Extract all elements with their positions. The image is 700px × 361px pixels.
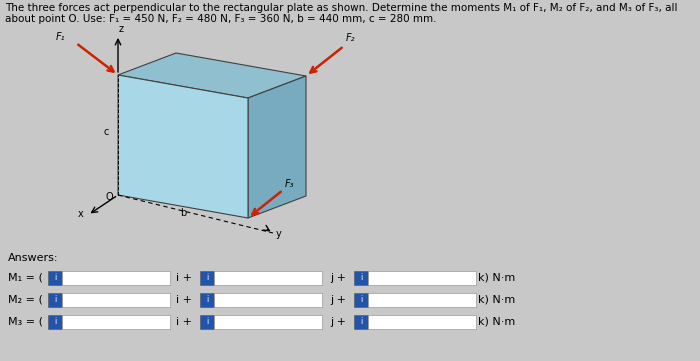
Text: F₃: F₃ bbox=[285, 179, 295, 189]
Bar bbox=[214, 315, 322, 329]
Text: k) N·m: k) N·m bbox=[478, 295, 515, 305]
Text: F₁: F₁ bbox=[56, 32, 66, 42]
Text: i: i bbox=[54, 296, 56, 304]
Text: y: y bbox=[276, 229, 281, 239]
Bar bbox=[354, 271, 368, 285]
Text: c: c bbox=[104, 127, 108, 137]
Text: j +: j + bbox=[330, 295, 346, 305]
Text: i: i bbox=[206, 274, 208, 283]
Bar bbox=[354, 293, 368, 307]
Polygon shape bbox=[118, 75, 248, 218]
Text: i: i bbox=[206, 296, 208, 304]
Text: The three forces act perpendicular to the rectangular plate as shown. Determine : The three forces act perpendicular to th… bbox=[5, 3, 678, 13]
Bar bbox=[48, 293, 62, 307]
Text: i: i bbox=[360, 296, 362, 304]
Bar bbox=[354, 315, 368, 329]
Text: k) N·m: k) N·m bbox=[478, 317, 515, 327]
Bar bbox=[48, 315, 62, 329]
Text: k) N·m: k) N·m bbox=[478, 273, 515, 283]
Text: i: i bbox=[54, 274, 56, 283]
Bar bbox=[368, 271, 476, 285]
Bar bbox=[62, 315, 170, 329]
Text: O: O bbox=[106, 192, 113, 202]
Text: i: i bbox=[206, 318, 208, 326]
Bar bbox=[214, 271, 322, 285]
Bar bbox=[48, 271, 62, 285]
Bar bbox=[62, 271, 170, 285]
Text: F₂: F₂ bbox=[346, 33, 356, 43]
Text: M₁ = (: M₁ = ( bbox=[8, 273, 43, 283]
Text: i +: i + bbox=[176, 273, 192, 283]
Text: M₂ = (: M₂ = ( bbox=[8, 295, 43, 305]
Text: i +: i + bbox=[176, 295, 192, 305]
Text: Answers:: Answers: bbox=[8, 253, 59, 263]
Text: i: i bbox=[360, 318, 362, 326]
Bar bbox=[214, 293, 322, 307]
Polygon shape bbox=[118, 53, 306, 98]
Bar bbox=[200, 315, 214, 329]
Bar bbox=[200, 271, 214, 285]
Text: j +: j + bbox=[330, 317, 346, 327]
Bar bbox=[368, 293, 476, 307]
Bar bbox=[62, 293, 170, 307]
Text: i: i bbox=[360, 274, 362, 283]
Text: i +: i + bbox=[176, 317, 192, 327]
Bar bbox=[200, 293, 214, 307]
Bar bbox=[368, 315, 476, 329]
Text: about point O. Use: F₁ = 450 N, F₂ = 480 N, F₃ = 360 N, b = 440 mm, c = 280 mm.: about point O. Use: F₁ = 450 N, F₂ = 480… bbox=[5, 14, 437, 24]
Text: z: z bbox=[119, 24, 124, 34]
Text: M₃ = (: M₃ = ( bbox=[8, 317, 43, 327]
Polygon shape bbox=[248, 76, 306, 218]
Text: i: i bbox=[54, 318, 56, 326]
Text: j +: j + bbox=[330, 273, 346, 283]
Text: b: b bbox=[180, 209, 186, 218]
Text: x: x bbox=[78, 209, 84, 219]
